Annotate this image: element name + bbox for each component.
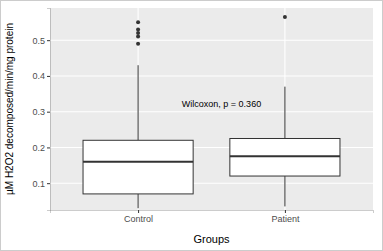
outlier bbox=[136, 42, 140, 46]
outlier bbox=[136, 20, 140, 24]
x-axis: Control Patient bbox=[51, 210, 374, 224]
y-tick-label: 0.5 bbox=[32, 36, 45, 46]
outer-frame bbox=[1, 1, 383, 251]
y-tick-mark bbox=[47, 40, 50, 41]
x-axis-title: Groups bbox=[193, 233, 230, 245]
grid-line-x bbox=[284, 8, 285, 210]
chart: 0.1 0.2 0.3 0.4 0.5 Control Patient Wilcoxon, p… bbox=[0, 0, 383, 251]
y-axis: 0.1 0.2 0.3 0.4 0.5 bbox=[32, 9, 50, 211]
y-tick-label: 0.4 bbox=[32, 71, 45, 81]
median bbox=[230, 155, 340, 157]
x-tick: Patient bbox=[271, 210, 300, 224]
y-tick-label: 0.1 bbox=[32, 179, 45, 189]
box bbox=[230, 138, 340, 176]
y-tick-mark bbox=[47, 112, 50, 113]
outlier bbox=[136, 31, 140, 35]
whisker-low bbox=[284, 176, 285, 206]
median bbox=[83, 161, 193, 163]
grid-line-y bbox=[50, 111, 373, 112]
y-tick-mark bbox=[47, 183, 50, 184]
y-tick: 0.5 bbox=[32, 36, 50, 46]
grid-line-y bbox=[50, 40, 373, 41]
whisker-high bbox=[138, 65, 139, 140]
panel-background bbox=[50, 8, 373, 210]
y-tick: 0.4 bbox=[32, 71, 50, 81]
x-tick-label: Control bbox=[124, 214, 153, 224]
x-axis-line bbox=[51, 211, 374, 214]
x-tick-label: Patient bbox=[271, 214, 300, 224]
y-axis-line bbox=[47, 9, 51, 211]
y-tick: 0.2 bbox=[32, 143, 50, 153]
outlier bbox=[136, 27, 140, 31]
boxes bbox=[83, 15, 340, 208]
y-tick: 0.1 bbox=[32, 179, 50, 189]
y-tick-label: 0.2 bbox=[32, 143, 45, 153]
x-tick-mark bbox=[138, 210, 139, 213]
y-tick-mark bbox=[47, 76, 50, 77]
y-axis-title: µM H2O2 decomposed/min/mg protein bbox=[4, 23, 15, 195]
whisker-low bbox=[138, 194, 139, 208]
outlier bbox=[283, 15, 287, 19]
y-tick-mark bbox=[47, 147, 50, 148]
outlier bbox=[136, 35, 140, 39]
x-tick-mark bbox=[285, 210, 286, 213]
x-tick: Control bbox=[124, 210, 153, 224]
whisker-high bbox=[284, 87, 285, 139]
y-tick: 0.3 bbox=[32, 107, 50, 117]
grid-line-y bbox=[50, 75, 373, 76]
annotation: Wilcoxon, p = 0.360 bbox=[182, 99, 261, 109]
y-tick-label: 0.3 bbox=[32, 107, 45, 117]
plot: 0.1 0.2 0.3 0.4 0.5 Control Patient Wilcoxon, p… bbox=[32, 8, 373, 224]
box bbox=[83, 140, 193, 194]
